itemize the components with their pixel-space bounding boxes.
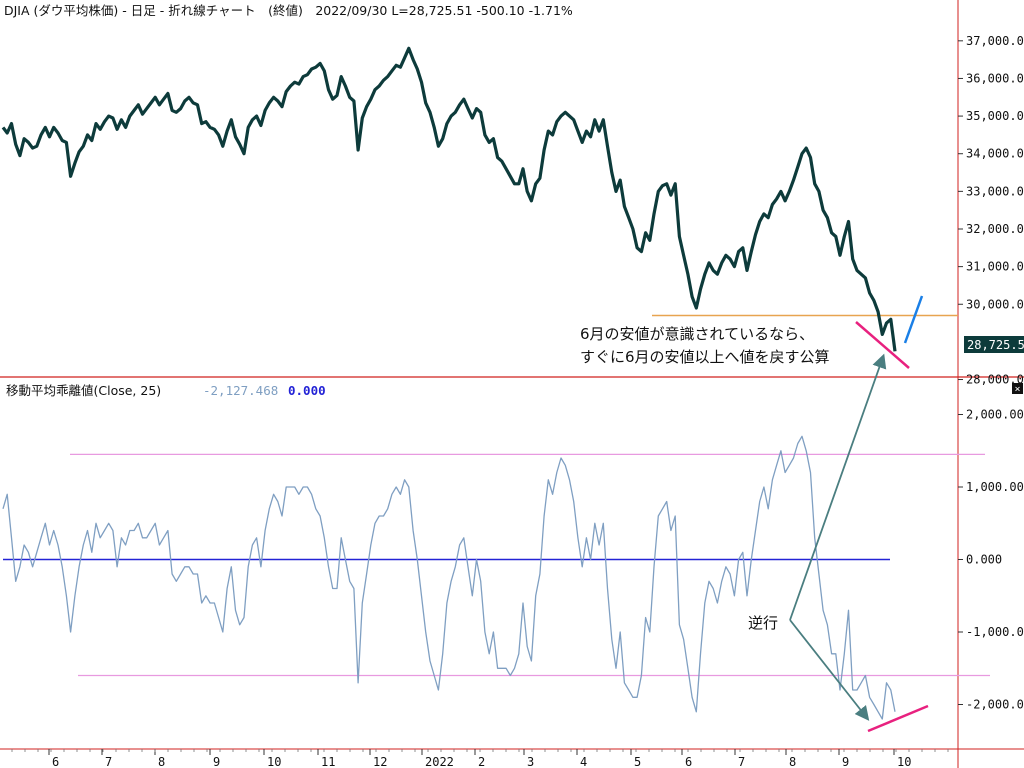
time-tick-label: 11 (321, 755, 335, 768)
time-tick-label: 9 (842, 755, 849, 768)
chart-title: DJIA (ダウ平均株価) - 日足 - 折れ線チャート (終値) 2022/0… (4, 3, 573, 18)
price-tick-label: 36,000.00 (966, 71, 1024, 85)
price-pane (1, 46, 958, 352)
time-tick-label: 6 (685, 755, 692, 768)
price-tick-label: 33,000.00 (966, 184, 1024, 198)
indicator-title: 移動平均乖離値(Close, 25) (6, 383, 161, 398)
price-tick-label: 34,000.00 (966, 147, 1024, 161)
time-tick-label: 8 (158, 755, 165, 768)
time-tick-label: 9 (213, 755, 220, 768)
time-axis: 6 7 8 9 10 11 12 2022 2 3 4 5 6 7 8 9 10 (11, 749, 949, 768)
price-tick-label: 32,000.00 (966, 222, 1024, 236)
pink-trend-mark-oscillator (867, 704, 929, 733)
time-tick-label: 8 (789, 755, 796, 768)
ma-deviation-line (2, 435, 896, 720)
oscillator-tick-label: 1,000.00 (966, 480, 1024, 494)
time-tick-label: 3 (527, 755, 534, 768)
djia-close-line (1, 46, 897, 352)
oscillator-tick-label: 2,000.00 (966, 408, 1024, 422)
blue-rebound-mark (903, 295, 924, 344)
annotation-backdrop (575, 322, 875, 366)
oscillator-axis: 2,000.00 1,000.00 0.000 -1,000.00 -2,000.00 (958, 408, 1024, 712)
time-tick-label: 7 (105, 755, 112, 768)
annotation-line-2: すぐに6月の安値以上へ値を戻す公算 (580, 348, 830, 366)
price-tick-label: 30,000.00 (966, 297, 1024, 311)
divergence-label: 逆行 (748, 614, 778, 632)
oscillator-pane (2, 435, 990, 720)
price-tick-label: 37,000.00 (966, 34, 1024, 48)
indicator-value-2: 0.000 (288, 383, 326, 398)
time-tick-label: 10 (897, 755, 911, 768)
time-tick-label: 7 (738, 755, 745, 768)
annotation-line-1: 6月の安値が意識されているなら、 (580, 325, 814, 343)
indicator-close-button[interactable]: × (1012, 383, 1023, 395)
time-tick-label: 2 (478, 755, 485, 768)
price-tick-label: 31,000.00 (966, 260, 1024, 274)
close-icon: × (1014, 384, 1020, 395)
divergence-arrow-up (789, 353, 887, 621)
indicator-value: -2,127.468 (203, 383, 278, 398)
time-tick-label: 10 (267, 755, 281, 768)
price-axis: 37,000.00 36,000.00 35,000.00 34,000.00 33,0… (958, 34, 1024, 387)
pink-trend-mark-price (855, 321, 910, 369)
last-price-box (964, 336, 1024, 353)
oscillator-tick-label: -1,000.00 (966, 625, 1024, 639)
divergence-arrow-down (789, 619, 870, 721)
oscillator-tick-label: -2,000.00 (966, 698, 1024, 712)
time-tick-label: 4 (580, 755, 587, 768)
time-tick-label: 12 (373, 755, 387, 768)
price-tick-label: 35,000.00 (966, 109, 1024, 123)
price-tick-label: 28,000.00 (966, 373, 1024, 387)
time-tick-label: 6 (52, 755, 59, 768)
time-tick-label: 5 (634, 755, 641, 768)
time-tick-label: 2022 (425, 755, 454, 768)
oscillator-tick-label: 0.000 (966, 553, 1002, 567)
last-price-label: 28,725.5 (967, 338, 1024, 352)
